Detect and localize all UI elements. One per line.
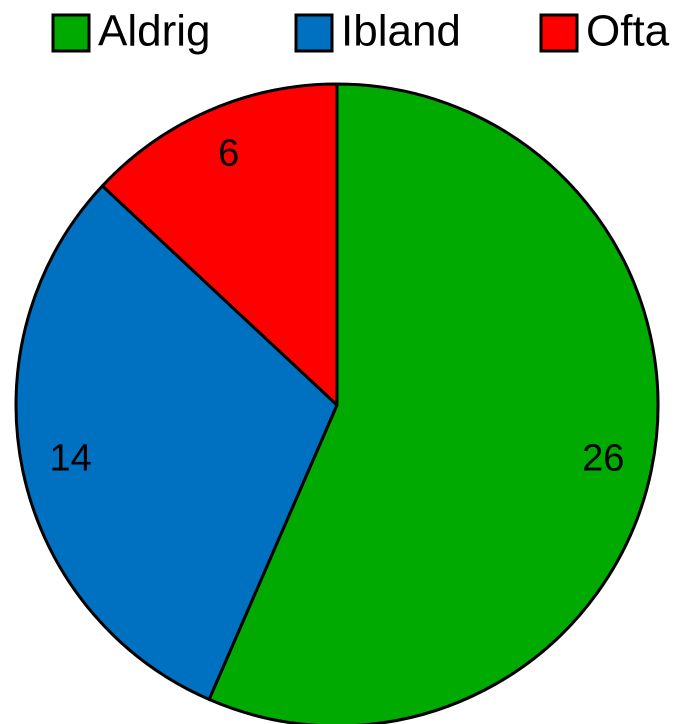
pie: 26 14 6 xyxy=(14,82,660,724)
value-label: 14 xyxy=(50,437,92,479)
legend-label: Aldrig xyxy=(98,7,211,56)
legend-swatch xyxy=(51,13,91,53)
legend-label: Ibland xyxy=(341,7,461,56)
value-label: 26 xyxy=(582,437,624,479)
pie-slice xyxy=(14,184,339,701)
legend: Aldrig Ibland Ofta xyxy=(51,7,670,56)
legend-label: Ofta xyxy=(586,7,670,56)
value-label: 6 xyxy=(218,133,239,175)
pie-slice xyxy=(100,82,339,407)
legend-swatch xyxy=(294,13,334,53)
legend-swatch xyxy=(539,13,579,53)
